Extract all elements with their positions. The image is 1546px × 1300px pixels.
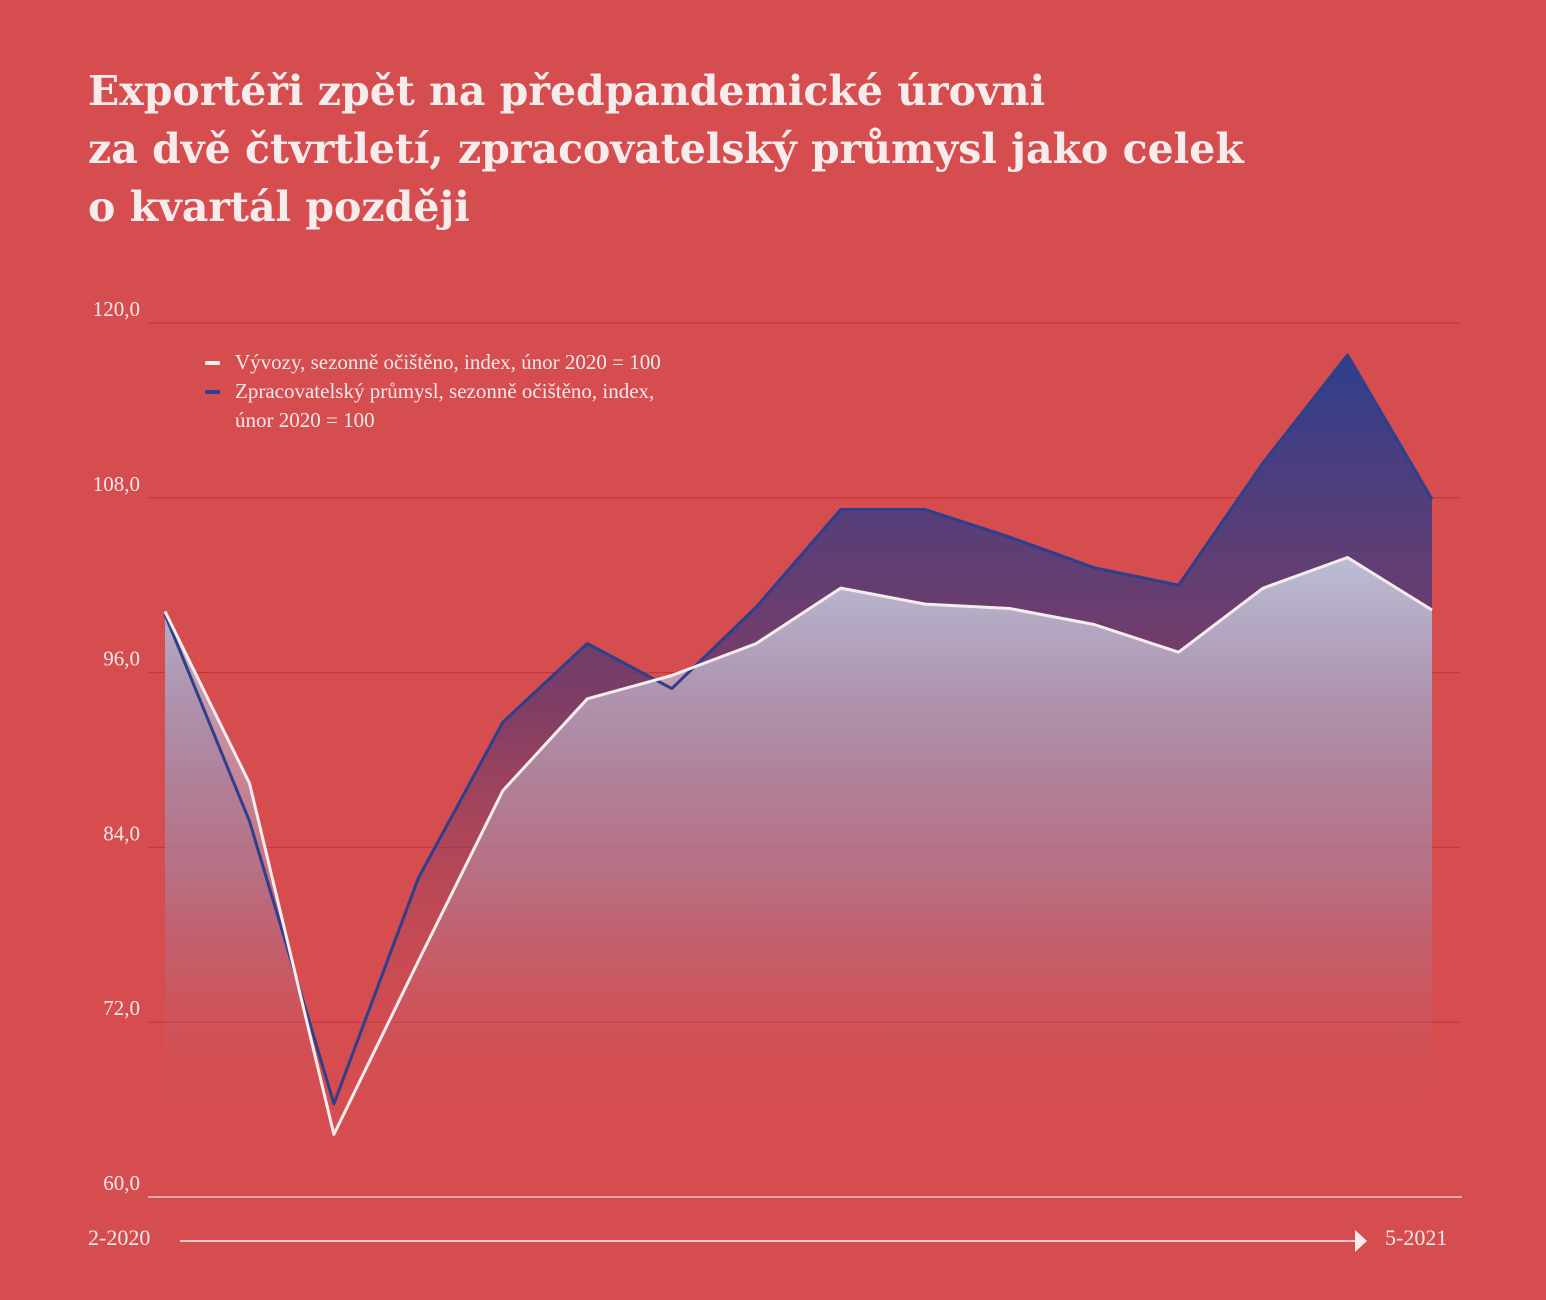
- arrow-right-icon: [1355, 1230, 1367, 1252]
- legend-swatch-manufacturing: [205, 390, 220, 394]
- exports-area: [165, 557, 1432, 1135]
- y-axis-tick-labels: 60,0 72,0 84,0 96,0 108,0 120,0: [93, 297, 140, 1195]
- legend: Vývozy, sezonně očištěno, index, únor 20…: [205, 348, 661, 435]
- legend-item-manufacturing: Zpracovatelský průmysl, sezonně očištěno…: [205, 377, 661, 435]
- y-tick-label: 120,0: [93, 297, 140, 321]
- title-line-2: za dvě čtvrtletí, zpracovatelský průmysl…: [88, 125, 1244, 173]
- exports-line: [163, 556, 1433, 1136]
- legend-item-exports: Vývozy, sezonně očištěno, index, únor 20…: [205, 348, 661, 377]
- title-line-3: o kvartál později: [88, 183, 470, 231]
- title-line-1: Exportéři zpět na předpandemické úrovni: [88, 67, 1046, 115]
- y-tick-label: 108,0: [93, 472, 140, 496]
- legend-label-manufacturing-line-2: únor 2020 = 100: [235, 408, 375, 432]
- y-tick-label: 72,0: [103, 996, 140, 1020]
- legend-label-exports: Vývozy, sezonně očištěno, index, únor 20…: [235, 350, 661, 374]
- y-tick-label: 84,0: [103, 821, 140, 845]
- chart-title: Exportéři zpět na předpandemické úrovni …: [88, 62, 1488, 236]
- legend-swatch-exports: [205, 361, 220, 365]
- y-tick-label: 96,0: [103, 647, 140, 671]
- x-axis-start-label: 2-2020: [88, 1225, 151, 1250]
- manufacturing-line: [163, 353, 1434, 1106]
- y-tick-label: 60,0: [103, 1171, 140, 1195]
- x-axis-arrow-line: [180, 1240, 1358, 1242]
- legend-label-manufacturing-line-1: Zpracovatelský průmysl, sezonně očištěno…: [235, 379, 655, 403]
- x-axis-end-label: 5-2021: [1385, 1225, 1448, 1250]
